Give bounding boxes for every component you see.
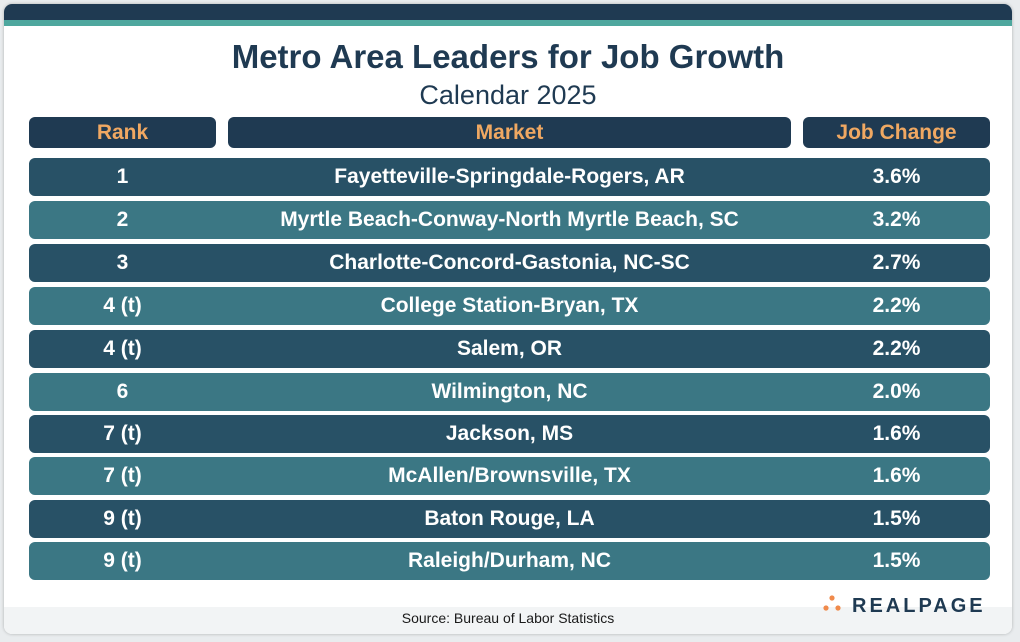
rank-cell: 9 (t) <box>103 549 142 572</box>
chart-subtitle: Calendar 2025 <box>419 80 597 110</box>
job-change-cell: 3.6% <box>872 165 921 188</box>
rank-cell: 3 <box>116 251 129 274</box>
rank-cell: 7 (t) <box>103 464 142 487</box>
rank-cell: 9 (t) <box>103 507 142 530</box>
job-change-cell: 1.5% <box>872 549 921 572</box>
market-cell: McAllen/Brownsville, TX <box>388 464 631 487</box>
market-cell: Wilmington, NC <box>431 380 588 403</box>
market-cell: Jackson, MS <box>445 422 574 445</box>
market-cell: College Station-Bryan, TX <box>380 294 639 317</box>
job-change-cell: 1.5% <box>872 507 921 530</box>
job-change-cell: 2.7% <box>872 251 921 274</box>
job-change-cell: 2.0% <box>872 380 921 403</box>
column-header-rank: Rank <box>29 117 216 148</box>
brand-name: REALPAGE <box>852 595 986 617</box>
rank-cell: 4 (t) <box>103 337 142 360</box>
job-change-cell: 3.2% <box>872 208 921 231</box>
table-row: 6 Wilmington, NC 2.0% <box>29 373 990 411</box>
table-row: 9 (t) Raleigh/Durham, NC 1.5% <box>29 542 990 580</box>
market-cell: Raleigh/Durham, NC <box>407 549 612 572</box>
column-header-job-change: Job Change <box>803 117 990 148</box>
table-row: 4 (t) Salem, OR 2.2% <box>29 330 990 368</box>
rank-cell: 1 <box>116 165 129 188</box>
job-change-cell: 2.2% <box>872 337 921 360</box>
table-row: 2 Myrtle Beach-Conway-North Myrtle Beach… <box>29 201 990 239</box>
rank-cell: 2 <box>116 208 129 231</box>
rank-cell: 6 <box>116 380 129 403</box>
market-cell: Charlotte-Concord-Gastonia, NC-SC <box>329 251 690 274</box>
rank-cell: 4 (t) <box>103 294 142 317</box>
chart-title: Metro Area Leaders for Job Growth <box>231 38 785 75</box>
job-change-cell: 1.6% <box>872 464 921 487</box>
market-cell: Myrtle Beach-Conway-North Myrtle Beach, … <box>280 208 739 231</box>
market-cell: Baton Rouge, LA <box>424 507 595 530</box>
rank-cell: 7 (t) <box>103 422 142 445</box>
chart-card: Metro Area Leaders for Job Growth Calend… <box>4 4 1012 634</box>
footer-bar <box>4 607 1012 634</box>
job-change-cell: 1.6% <box>872 422 921 445</box>
job-change-cell: 2.2% <box>872 294 921 317</box>
market-cell: Fayetteville-Springdale-Rogers, AR <box>334 165 685 188</box>
top-bar-accent <box>4 20 1012 26</box>
column-header-market: Market <box>228 117 791 148</box>
table-row: 1 Fayetteville-Springdale-Rogers, AR 3.6… <box>29 158 990 196</box>
realpage-logo: REALPAGE <box>818 594 998 620</box>
market-cell: Salem, OR <box>456 337 563 360</box>
table-row: 4 (t) College Station-Bryan, TX 2.2% <box>29 287 990 325</box>
table-row: 3 Charlotte-Concord-Gastonia, NC-SC 2.7% <box>29 244 990 282</box>
dots-logo-icon <box>823 595 841 611</box>
table-row: 7 (t) McAllen/Brownsville, TX 1.6% <box>29 457 990 495</box>
table-row: 9 (t) Baton Rouge, LA 1.5% <box>29 500 990 538</box>
table-row: 7 (t) Jackson, MS 1.6% <box>29 415 990 453</box>
source-note: Source: Bureau of Labor Statistics <box>401 610 615 626</box>
